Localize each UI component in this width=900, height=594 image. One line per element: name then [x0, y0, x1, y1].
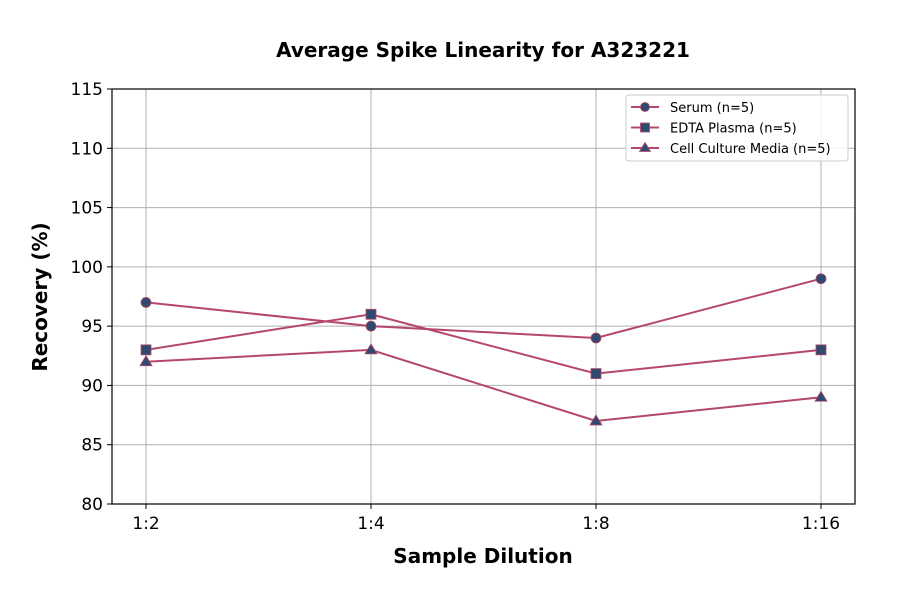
x-tick-label: 1:8	[582, 514, 609, 534]
y-tick-label: 100	[71, 258, 103, 278]
chart-title: Average Spike Linearity for A323221	[276, 38, 690, 62]
x-tick-label: 1:16	[802, 514, 840, 534]
data-point	[815, 344, 827, 356]
legend-box	[625, 94, 849, 162]
y-tick-label: 115	[71, 80, 103, 100]
y-axis-label: Recovery (%)	[28, 222, 52, 371]
x-tick-label: 1:2	[132, 514, 159, 534]
y-tick-label: 85	[81, 436, 103, 456]
x-axis-label: Sample Dilution	[393, 544, 572, 568]
legend-marker	[638, 141, 652, 152]
y-tick-label: 105	[71, 199, 103, 219]
data-point	[364, 343, 378, 355]
y-tick-label: 95	[81, 317, 103, 337]
data-point	[814, 390, 828, 402]
data-point	[139, 354, 153, 367]
data-point	[365, 308, 377, 320]
legend-label: EDTA Plasma (n=5)	[670, 122, 797, 137]
legend-label: Serum (n=5)	[670, 101, 754, 116]
series-line	[145, 313, 822, 375]
legend-marker	[640, 102, 650, 112]
data-point	[140, 297, 152, 308]
data-point	[590, 368, 602, 379]
y-tick-label: 80	[81, 495, 103, 515]
plot-frame	[111, 88, 856, 505]
y-tick-label: 110	[71, 139, 103, 159]
series-1	[140, 308, 827, 379]
x-tick-label: 1:4	[357, 514, 384, 534]
legend-label: Cell Culture Media (n=5)	[670, 142, 831, 157]
data-point	[589, 414, 603, 426]
y-tick-label: 90	[81, 376, 103, 396]
data-point	[365, 320, 377, 332]
data-point	[140, 344, 152, 356]
data-point	[815, 273, 827, 285]
data-point	[590, 332, 602, 344]
series-line	[145, 277, 822, 340]
series-2	[139, 343, 828, 426]
legend: Serum (n=5) EDTA Plasma (n=5) Cell Culture…	[625, 94, 849, 162]
legend-marker	[640, 122, 650, 133]
series-line	[145, 348, 822, 423]
series-0	[140, 273, 827, 344]
